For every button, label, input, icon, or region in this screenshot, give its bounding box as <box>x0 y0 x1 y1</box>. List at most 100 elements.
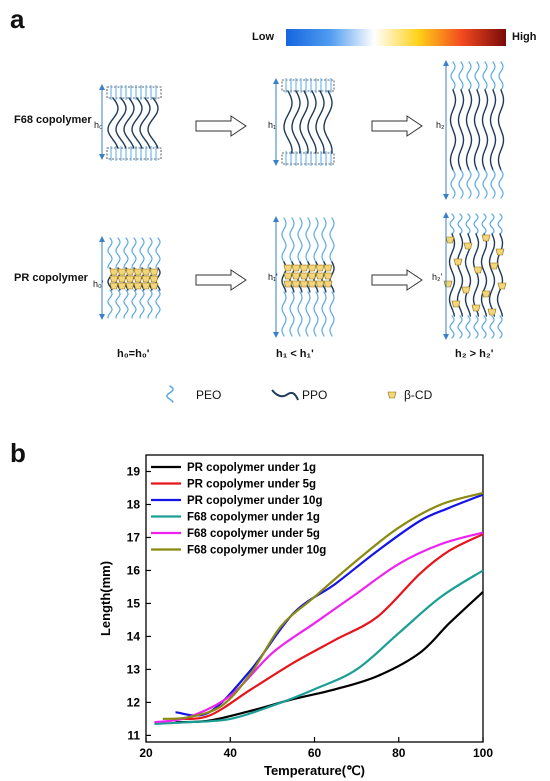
height-arrow-h0-head-top <box>99 84 105 90</box>
cyclodextrin-ring <box>149 282 159 290</box>
cyclodextrin-ring <box>307 264 317 272</box>
ppo-chain <box>291 90 301 154</box>
y-tick-label: 13 <box>127 662 141 676</box>
ppo-chain <box>315 90 325 154</box>
cyclodextrin-ring <box>307 272 317 280</box>
height-arrow-h1p-head-bottom <box>273 332 279 338</box>
relation-h0: h₀=h₀' <box>117 348 150 360</box>
peo-chain <box>139 289 145 319</box>
peo-chain <box>498 169 504 199</box>
peo-chain <box>490 169 496 199</box>
cyclodextrin-ring <box>461 286 471 294</box>
ppo-chain <box>457 89 465 171</box>
cyclodextrin-ring <box>473 266 483 274</box>
y-tick-label: 15 <box>127 596 141 610</box>
ppo-chain <box>465 89 473 171</box>
height-arrow-h0p-head-top <box>99 236 105 242</box>
cyclodextrin-ring <box>489 262 499 270</box>
peo-chain <box>457 315 463 339</box>
peo-chain <box>458 169 464 199</box>
series-line-4 <box>154 531 484 724</box>
y-tick-label: 19 <box>127 464 141 478</box>
peo-chain <box>329 291 335 337</box>
peo-chain <box>489 213 495 235</box>
cyclodextrin-ring <box>315 264 325 272</box>
height-arrow-h1-head-bottom <box>273 160 279 166</box>
colorbar <box>286 29 506 46</box>
peo-chain <box>474 61 480 91</box>
cyclodextrin-ring <box>453 258 463 266</box>
cyclodextrin-ring <box>323 272 333 280</box>
cyclodextrin-ring <box>133 268 143 276</box>
cyclodextrin-ring <box>283 280 293 288</box>
height-label-h2p: h₂' <box>432 272 443 282</box>
y-tick-label: 12 <box>127 695 141 709</box>
ppo-chain <box>123 97 135 149</box>
height-arrow-h1p-head-top <box>273 216 279 222</box>
ppo-chain <box>299 90 309 154</box>
series-line-3 <box>154 569 484 725</box>
ppo-chain <box>323 90 333 154</box>
height-arrow-h2p-head-bottom <box>443 334 449 340</box>
cyclodextrin-ring <box>141 275 151 283</box>
relation-h1: h₁ < h₁' <box>276 348 314 360</box>
cyclodextrin-ring <box>283 264 293 272</box>
height-arrow-h2-head-bottom <box>443 194 449 200</box>
cyclodextrin-ring <box>141 268 151 276</box>
cyclodextrin-ring <box>125 282 135 290</box>
cyclodextrin-ring <box>315 280 325 288</box>
peo-chain <box>465 213 471 235</box>
peo-chain <box>147 289 153 319</box>
cyclodextrin-ring <box>445 236 455 244</box>
cyclodextrin-ring <box>471 304 481 312</box>
cyclodextrin-ring <box>141 282 151 290</box>
peo-chain <box>489 315 495 339</box>
peo-chain <box>281 217 287 263</box>
legend-label-5: F68 copolymer under 10g <box>187 545 326 557</box>
process-arrow-f68-1 <box>195 115 247 137</box>
relation-h2: h₂ > h₂' <box>455 348 494 360</box>
peo-chain <box>131 237 137 269</box>
f68-bottom-plate-2 <box>281 151 335 166</box>
legend-peo-icon <box>166 385 174 403</box>
peo-chain <box>123 289 129 319</box>
plate-outline <box>106 147 162 160</box>
peo-chain <box>321 217 327 263</box>
cyclodextrin-ring <box>291 272 301 280</box>
y-tick-label: 16 <box>127 563 141 577</box>
peo-chain <box>305 217 311 263</box>
legend-peo-label: PEO <box>196 388 222 402</box>
legend-ppo-label: PPO <box>302 388 328 402</box>
height-arrow-h0-head-bottom <box>99 154 105 160</box>
cyclodextrin-ring <box>315 272 325 280</box>
y-tick-label: 17 <box>127 530 141 544</box>
cyclodextrin-ring <box>451 300 461 308</box>
cyclodextrin-ring <box>133 275 143 283</box>
cyclodextrin-ring <box>109 275 119 283</box>
peo-chain <box>115 289 121 319</box>
ppo-chain <box>472 233 480 317</box>
peo-chain <box>115 237 121 269</box>
ppo-chain <box>147 97 159 149</box>
peo-chain <box>155 289 161 319</box>
cyclodextrin-ring <box>299 272 309 280</box>
peo-chain <box>466 61 472 91</box>
ppo-chain <box>496 233 504 317</box>
y-tick-label: 14 <box>127 629 141 643</box>
ppo-chain <box>449 89 457 171</box>
height-arrow-h2-head-top <box>443 60 449 66</box>
cyclodextrin-ring <box>323 280 333 288</box>
y-tick-label: 11 <box>127 728 140 742</box>
ppo-chain <box>283 90 293 154</box>
row-label-f68: F68 copolymer <box>14 114 92 126</box>
legend-label-0: PR copolymer under 1g <box>187 462 316 474</box>
plate-outline <box>106 86 162 99</box>
ppo-chain <box>497 89 505 171</box>
peo-chain <box>457 213 463 235</box>
colorbar-low-label: Low <box>252 31 274 43</box>
cyclodextrin-ring <box>117 268 127 276</box>
ppo-chain <box>448 233 456 317</box>
legend-label-4: F68 copolymer under 5g <box>187 528 320 540</box>
peo-chain <box>474 169 480 199</box>
